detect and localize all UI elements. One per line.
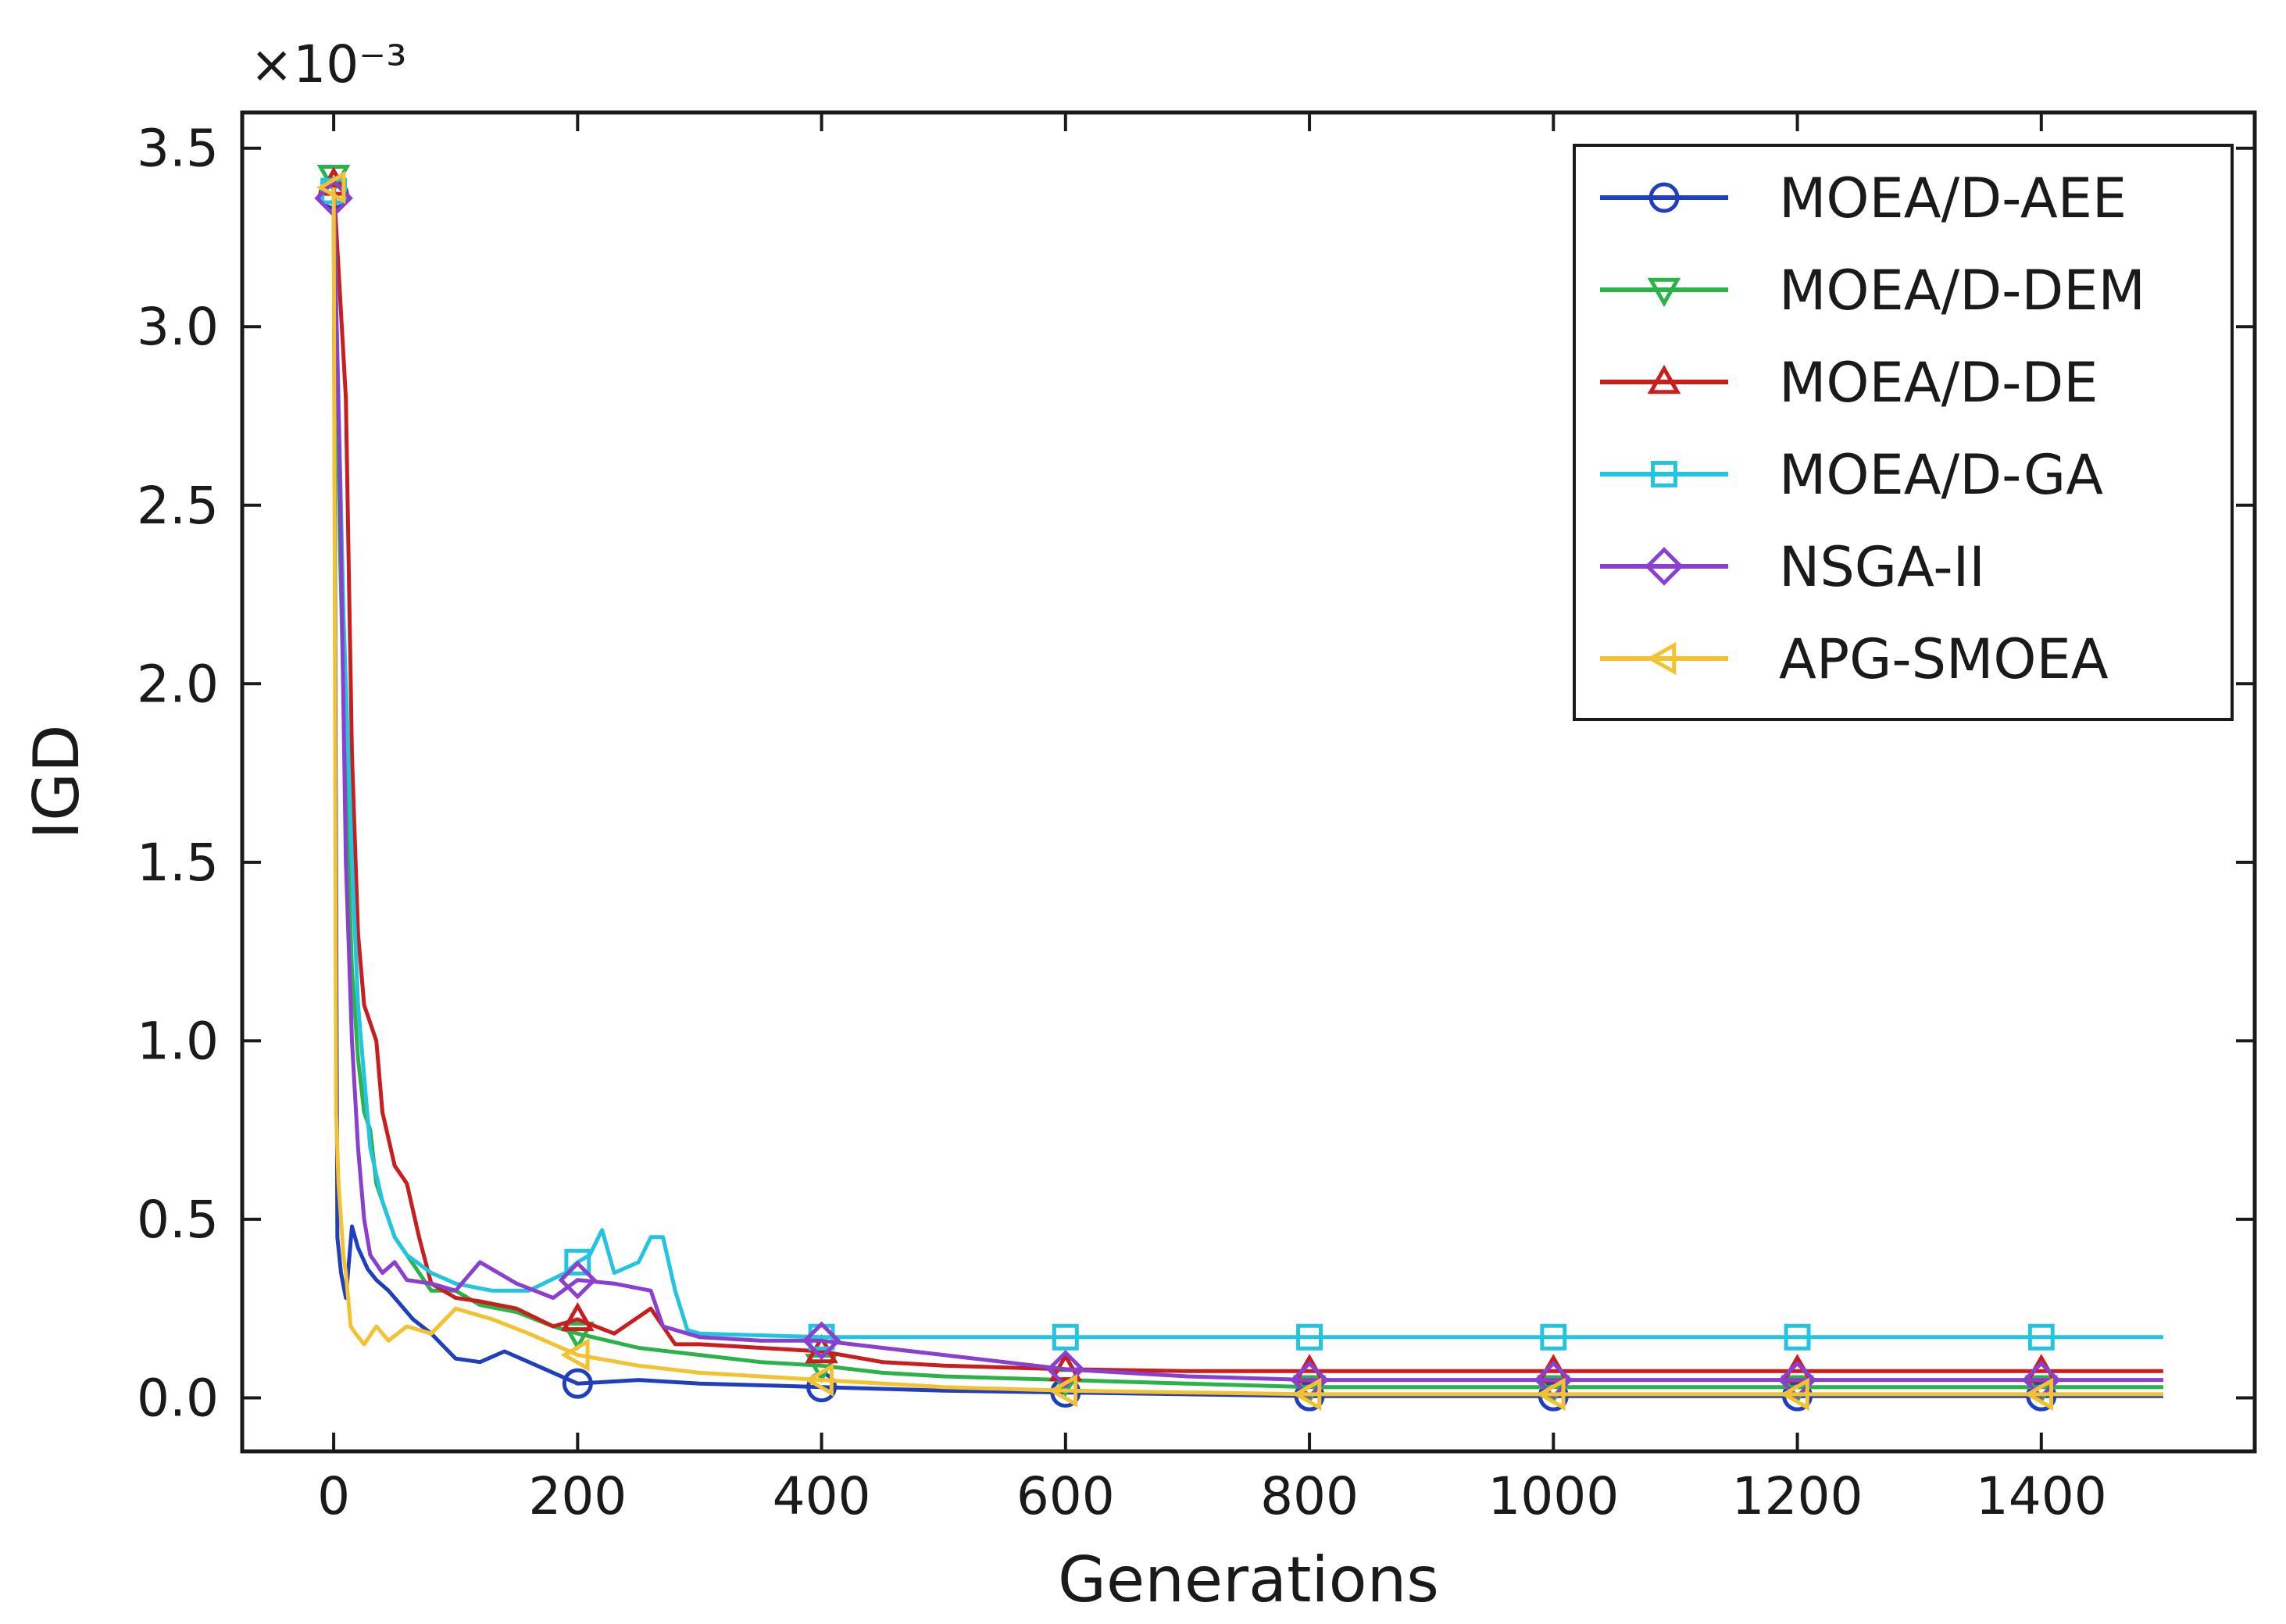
data-point-marker bbox=[2022, 1360, 2061, 1400]
legend-marker bbox=[1647, 364, 1681, 394]
ticks-layer: 0 200 400 600 800 1000 1200 1400 0.0 0.5 1.0 1.5 2.0… bbox=[137, 112, 2255, 1526]
legend: MOEA/D-AEE MOEA/D-DEM MOEA/D-DE MOEA/D-GA NS… bbox=[1573, 144, 2234, 721]
data-point-marker bbox=[1540, 1323, 1567, 1351]
data-point-marker bbox=[1536, 1377, 1566, 1412]
legend-entry: APG-SMOEA bbox=[1600, 627, 2109, 691]
y-tick-label: 1.0 bbox=[137, 1011, 219, 1071]
y-tick-label: 0.5 bbox=[137, 1190, 219, 1250]
legend-marker bbox=[1646, 641, 1677, 676]
x-tick-label: 400 bbox=[773, 1466, 871, 1526]
legend-marker bbox=[1648, 182, 1680, 213]
y-tick-label: 3.5 bbox=[137, 119, 219, 179]
x-tick-label: 1400 bbox=[1976, 1466, 2107, 1526]
legend-entry: MOEA/D-GA bbox=[1600, 443, 2103, 507]
legend-entry: MOEA/D-AEE bbox=[1600, 166, 2127, 230]
series-line bbox=[331, 177, 2163, 1390]
series-layer bbox=[314, 165, 2163, 1412]
x-axis-label: Generations bbox=[1058, 1544, 1439, 1616]
data-point-marker bbox=[562, 1368, 593, 1399]
legend-marker bbox=[1647, 277, 1681, 308]
data-point-marker bbox=[1780, 1377, 1809, 1412]
legend-items: MOEA/D-AEE MOEA/D-DEM MOEA/D-DE MOEA/D-GA NS… bbox=[1600, 166, 2145, 691]
data-point-marker bbox=[558, 1260, 598, 1300]
x-tick-label: 600 bbox=[1016, 1466, 1115, 1526]
legend-label: MOEA/D-GA bbox=[1779, 443, 2103, 507]
x-tick-label: 1000 bbox=[1488, 1466, 1619, 1526]
data-point-marker bbox=[1777, 1360, 1817, 1400]
series-line bbox=[331, 187, 2163, 1397]
data-point-marker bbox=[561, 1301, 595, 1332]
x-tick-label: 0 bbox=[317, 1466, 350, 1526]
data-point-marker bbox=[1296, 1323, 1323, 1351]
legend-label: NSGA-II bbox=[1779, 535, 1985, 599]
series-line bbox=[331, 191, 2163, 1340]
plot-frame bbox=[240, 110, 2257, 1454]
data-point-marker bbox=[1784, 1323, 1811, 1351]
y-axis-label: IGD bbox=[20, 724, 93, 839]
legend-entry: MOEA/D-DE bbox=[1600, 351, 2098, 415]
legend-marker bbox=[1645, 547, 1684, 586]
x-tick-label: 800 bbox=[1260, 1466, 1359, 1526]
data-point-marker bbox=[1534, 1360, 1573, 1400]
y-tick-label: 1.5 bbox=[137, 833, 219, 893]
data-point-marker bbox=[2027, 1323, 2055, 1351]
legend-label: APG-SMOEA bbox=[1779, 627, 2109, 691]
series-line bbox=[331, 198, 2163, 1383]
data-point-marker bbox=[316, 170, 346, 205]
x-tick-label: 1200 bbox=[1732, 1466, 1863, 1526]
series-apg-smoea bbox=[316, 170, 2163, 1412]
y-tick-label: 0.0 bbox=[137, 1368, 219, 1428]
data-point-marker bbox=[1046, 1350, 1085, 1389]
y-tick-label: 2.5 bbox=[137, 476, 219, 536]
data-point-marker bbox=[560, 1338, 590, 1372]
x-tick-label: 200 bbox=[528, 1466, 627, 1526]
data-point-marker bbox=[2023, 1377, 2054, 1412]
data-point-marker bbox=[1052, 1323, 1079, 1351]
data-point-marker bbox=[1290, 1360, 1329, 1400]
legend-entry: NSGA-II bbox=[1600, 535, 1985, 599]
legend-marker bbox=[1651, 461, 1677, 487]
legend-box bbox=[1573, 144, 2234, 721]
legend-entry: MOEA/D-DEM bbox=[1600, 259, 2145, 323]
y-scale-label: ×10⁻³ bbox=[250, 34, 407, 95]
data-point-marker bbox=[1048, 1373, 1078, 1408]
legend-label: MOEA/D-AEE bbox=[1779, 166, 2127, 230]
legend-label: MOEA/D-DEM bbox=[1779, 259, 2145, 323]
y-tick-label: 3.0 bbox=[137, 297, 219, 357]
data-point-marker bbox=[804, 1363, 834, 1397]
legend-label: MOEA/D-DE bbox=[1779, 351, 2098, 415]
y-tick-label: 2.0 bbox=[137, 654, 219, 714]
series-line bbox=[331, 184, 2163, 1373]
data-point-marker bbox=[802, 1321, 841, 1361]
data-point-marker bbox=[1292, 1377, 1322, 1412]
data-point-marker bbox=[561, 1321, 595, 1351]
